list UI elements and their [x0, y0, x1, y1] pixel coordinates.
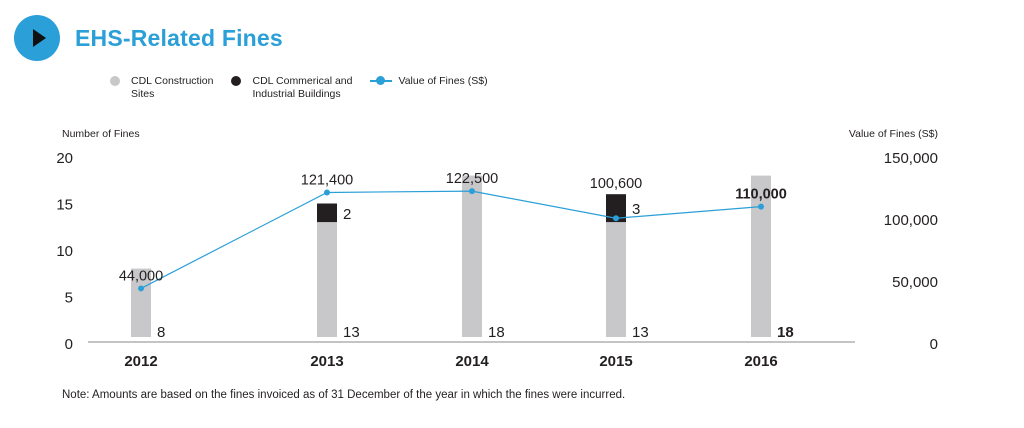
chart-header: EHS-Related Fines — [14, 15, 283, 61]
commercial-swatch-icon — [231, 76, 242, 86]
value-label: 100,600 — [590, 176, 642, 192]
bar-construction — [317, 222, 337, 337]
value-point — [324, 189, 330, 196]
value-label: 110,000 — [735, 187, 787, 203]
bar-commercial-label: 3 — [632, 201, 640, 218]
bar-construction-label: 8 — [157, 324, 165, 341]
y2-tick-label: 0 — [930, 336, 938, 353]
bar-commercial — [317, 203, 337, 223]
bar-commercial-label: 2 — [343, 206, 351, 223]
legend-item-value: Value of Fines (S$) — [370, 75, 488, 101]
y-tick-label: 5 — [65, 290, 73, 307]
y-tick-label: 0 — [65, 336, 73, 353]
legend-label: CDL Commerical and Industrial Buildings — [252, 75, 353, 100]
bar-construction-label: 18 — [488, 324, 505, 341]
bar-commercial — [606, 194, 626, 223]
legend-label: Value of Fines (S$) — [398, 75, 488, 87]
value-label: 122,500 — [446, 171, 498, 187]
bar-construction-label: 13 — [632, 324, 649, 341]
bar-construction — [751, 175, 771, 337]
play-button[interactable] — [14, 15, 60, 61]
y2-axis-label: Value of Fines (S$) — [849, 128, 938, 140]
value-point — [138, 285, 144, 292]
bar-construction — [606, 222, 626, 337]
footnote: Note: Amounts are based on the fines inv… — [62, 389, 626, 401]
legend-item-construction: CDL Construction Sites — [110, 75, 213, 101]
value-point — [469, 188, 475, 195]
bar-construction-label: 18 — [777, 324, 794, 341]
chart-title: EHS-Related Fines — [75, 24, 283, 51]
y2-tick-label: 100,000 — [884, 212, 938, 229]
value-label: 121,400 — [301, 172, 353, 188]
y-tick-label: 10 — [56, 243, 73, 260]
bar-construction — [462, 175, 482, 337]
value-line — [140, 190, 762, 289]
construction-swatch-icon — [110, 76, 120, 86]
y-tick-label: 20 — [56, 150, 73, 167]
y-axis-label: Number of Fines — [62, 128, 140, 140]
play-icon — [33, 29, 46, 47]
line-marker-icon — [370, 75, 393, 87]
y-tick-label: 15 — [56, 197, 73, 214]
bar-construction-label: 13 — [343, 324, 360, 341]
x-tick-label: 2014 — [455, 353, 489, 370]
value-label: 44,000 — [119, 268, 163, 284]
y2-tick-label: 150,000 — [884, 150, 938, 167]
legend: CDL Construction Sites CDL Commerical an… — [110, 75, 506, 101]
value-point — [613, 215, 619, 222]
legend-item-commercial: CDL Commerical and Industrial Buildings — [231, 75, 352, 101]
x-tick-label: 2012 — [124, 353, 157, 370]
x-tick-label: 2013 — [310, 353, 343, 370]
x-tick-label: 2015 — [599, 353, 632, 370]
x-tick-label: 2016 — [744, 353, 777, 370]
value-point — [758, 203, 764, 210]
legend-label: CDL Construction Sites — [131, 75, 214, 100]
y2-tick-label: 50,000 — [892, 274, 938, 291]
